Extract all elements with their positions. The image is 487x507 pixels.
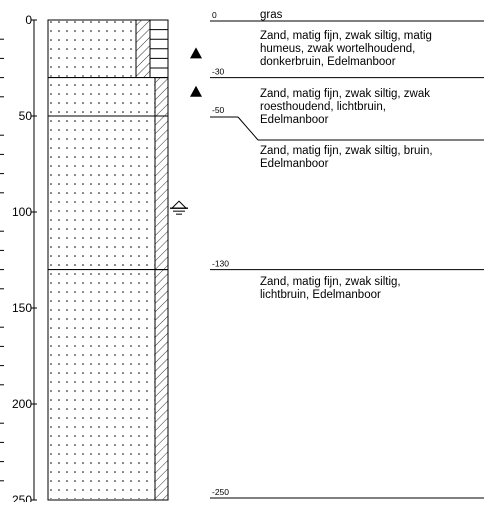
sand-dot-pattern [49,21,136,77]
layer-description-1: gras [260,9,283,21]
boundary-depth-label: -130 [212,259,229,269]
sand-dot-pattern [49,270,155,499]
silt-hatch-pattern [135,19,151,79]
depth-axis-tick-label: 0 [25,13,32,27]
silt-hatch-pattern [154,115,169,271]
silt-hatch-pattern [154,269,169,501]
sample-triangle-icon [190,47,202,59]
sand-dot-pattern [49,117,155,269]
depth-axis-tick-label: 100 [12,205,32,219]
depth-axis-tick-label: 150 [12,301,32,315]
sample-triangle-icon [190,85,202,97]
boundary-connector [237,116,259,141]
layer-description-3: Zand, matig fijn, zwak siltig, zwak roes… [260,88,431,126]
layer-description-4: Zand, matig fijn, zwak siltig, bruin, Ed… [260,145,433,170]
sand-dot-pattern [49,78,155,115]
depth-axis-tick-label: 200 [12,397,32,411]
boundary-depth-label: -250 [212,487,229,497]
layer-description-5: Zand, matig fijn, zwak siltig, lichtbrui… [260,276,401,301]
silt-hatch-pattern [154,77,169,117]
groundwater-level-icon [170,200,188,209]
depth-axis-tick-label: 50 [19,109,33,123]
boundary-depth-label: 0 [212,10,217,20]
layer-description-2: Zand, matig fijn, zwak siltig, matig hum… [260,30,432,68]
boundary-depth-label: -30 [212,67,225,77]
depth-axis-tick-label: 250 [12,493,32,502]
boundary-depth-label: -50 [212,105,225,115]
